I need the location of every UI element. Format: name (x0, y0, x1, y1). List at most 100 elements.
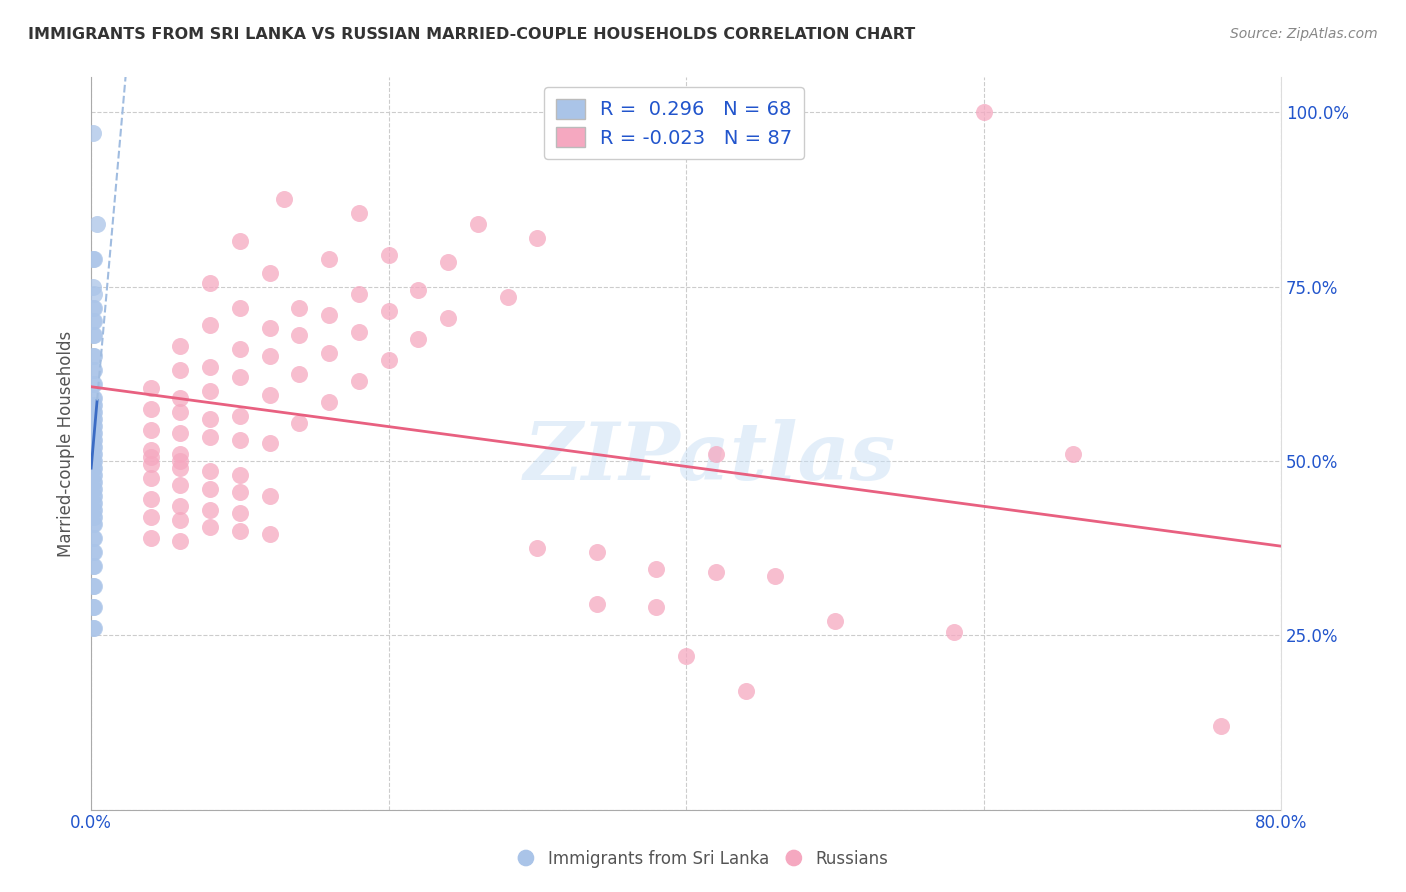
Point (82, 496, 104, 510)
Point (824, 615, 846, 629)
Point (763, 569, 786, 583)
Point (229, 506, 252, 520)
Point (526, 231, 548, 245)
Point (139, 381, 162, 395)
Point (198, 276, 221, 290)
Point (288, 367, 311, 381)
Point (229, 433, 252, 447)
Point (82, 454, 104, 468)
Point (169, 363, 191, 377)
Point (1211, 719, 1233, 733)
Text: IMMIGRANTS FROM SRI LANKA VS RUSSIAN MARRIED-COUPLE HOUSEHOLDS CORRELATION CHART: IMMIGRANTS FROM SRI LANKA VS RUSSIAN MAR… (28, 27, 915, 42)
Point (169, 391, 191, 405)
Point (83, 475, 105, 489)
Point (82, 558, 104, 573)
Point (139, 458, 162, 472)
Point (437, 310, 460, 325)
Point (83, 328, 105, 343)
Point (198, 429, 221, 443)
Point (139, 450, 162, 465)
Point (198, 502, 221, 516)
Point (83, 509, 105, 524)
Point (139, 443, 162, 458)
Point (318, 308, 340, 322)
Point (198, 359, 221, 374)
Point (704, 447, 727, 461)
Point (139, 401, 162, 416)
Point (82, 482, 104, 496)
Point (942, 624, 965, 639)
Point (83, 467, 105, 482)
Point (169, 478, 191, 492)
Point (86, 217, 108, 231)
Point (82, 419, 104, 434)
Point (229, 343, 252, 357)
Point (82, 461, 104, 475)
Point (585, 544, 607, 558)
Point (259, 489, 281, 503)
Point (82, 349, 104, 363)
Point (82, 621, 104, 635)
Point (229, 409, 252, 423)
Point (82, 279, 104, 293)
Point (704, 566, 727, 580)
Point (347, 206, 370, 220)
Point (82, 391, 104, 405)
Point (82, 447, 104, 461)
Point (82, 440, 104, 454)
Point (82, 314, 104, 328)
Point (139, 531, 162, 545)
Point (83, 419, 105, 434)
Point (82, 475, 104, 489)
Point (318, 346, 340, 360)
Point (83, 440, 105, 454)
Point (82, 425, 104, 440)
Point (259, 321, 281, 335)
Point (229, 485, 252, 500)
Point (288, 301, 311, 315)
Point (82, 579, 104, 593)
Legend: R =  0.296   N = 68, R = -0.023   N = 87: R = 0.296 N = 68, R = -0.023 N = 87 (544, 87, 804, 160)
Point (259, 266, 281, 280)
Point (347, 325, 370, 339)
Point (198, 318, 221, 332)
Point (82, 531, 104, 545)
Point (82, 467, 104, 482)
Point (83, 377, 105, 392)
Point (259, 436, 281, 450)
Point (83, 301, 105, 315)
Point (377, 304, 399, 318)
Point (467, 217, 489, 231)
Point (83, 447, 105, 461)
Point (198, 464, 221, 478)
Point (496, 290, 519, 304)
Point (259, 349, 281, 363)
Point (82, 363, 104, 377)
Point (288, 416, 311, 430)
Point (83, 482, 105, 496)
Point (229, 301, 252, 315)
Point (645, 562, 668, 576)
Point (83, 425, 105, 440)
Point (83, 454, 105, 468)
Point (347, 286, 370, 301)
Point (169, 500, 191, 514)
Point (169, 534, 191, 549)
Point (82, 328, 104, 343)
Point (139, 509, 162, 524)
Point (169, 425, 191, 440)
Point (229, 235, 252, 249)
Point (169, 447, 191, 461)
Point (83, 496, 105, 510)
Point (83, 314, 105, 328)
Point (83, 405, 105, 419)
Point (83, 516, 105, 531)
Point (83, 558, 105, 573)
Point (82, 398, 104, 412)
Point (229, 467, 252, 482)
Point (82, 600, 104, 615)
Point (198, 520, 221, 534)
Point (83, 433, 105, 447)
Point (347, 374, 370, 388)
Point (585, 597, 607, 611)
